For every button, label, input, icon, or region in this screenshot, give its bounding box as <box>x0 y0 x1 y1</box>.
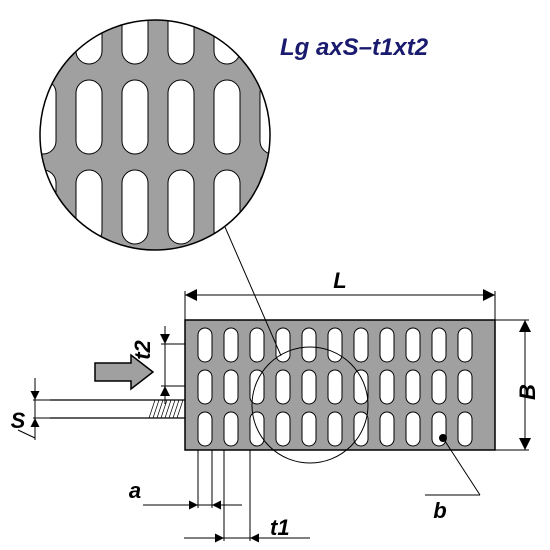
slot <box>380 370 394 404</box>
slot <box>224 412 238 446</box>
slot <box>302 412 316 446</box>
slot <box>458 370 472 404</box>
slot <box>406 412 420 446</box>
dim-label-B: B <box>515 384 540 400</box>
perforated-sheet <box>185 320 495 450</box>
dim-label-S: S <box>11 408 26 433</box>
slot <box>198 370 212 404</box>
detail-view <box>30 0 286 334</box>
slot <box>302 328 316 362</box>
slot <box>302 370 316 404</box>
slot <box>458 412 472 446</box>
slot <box>380 412 394 446</box>
slot <box>224 328 238 362</box>
slot <box>198 328 212 362</box>
dim-label-b: b <box>433 498 446 523</box>
slot <box>328 370 342 404</box>
slot <box>458 328 472 362</box>
slot <box>276 412 290 446</box>
slot <box>406 328 420 362</box>
dim-label-L: L <box>333 268 346 293</box>
diagram-title: Lg axS–t1xt2 <box>280 34 429 61</box>
slot <box>250 328 264 362</box>
slot <box>328 412 342 446</box>
slot <box>198 412 212 446</box>
slot <box>276 370 290 404</box>
slot <box>406 370 420 404</box>
slot <box>432 370 446 404</box>
slot <box>224 370 238 404</box>
dim-label-t2: t2 <box>130 339 155 359</box>
slot <box>354 328 368 362</box>
dim-label-t1: t1 <box>270 515 290 540</box>
slot <box>380 328 394 362</box>
dim-label-a: a <box>129 478 141 503</box>
slot <box>354 370 368 404</box>
slot <box>432 328 446 362</box>
slot <box>328 328 342 362</box>
